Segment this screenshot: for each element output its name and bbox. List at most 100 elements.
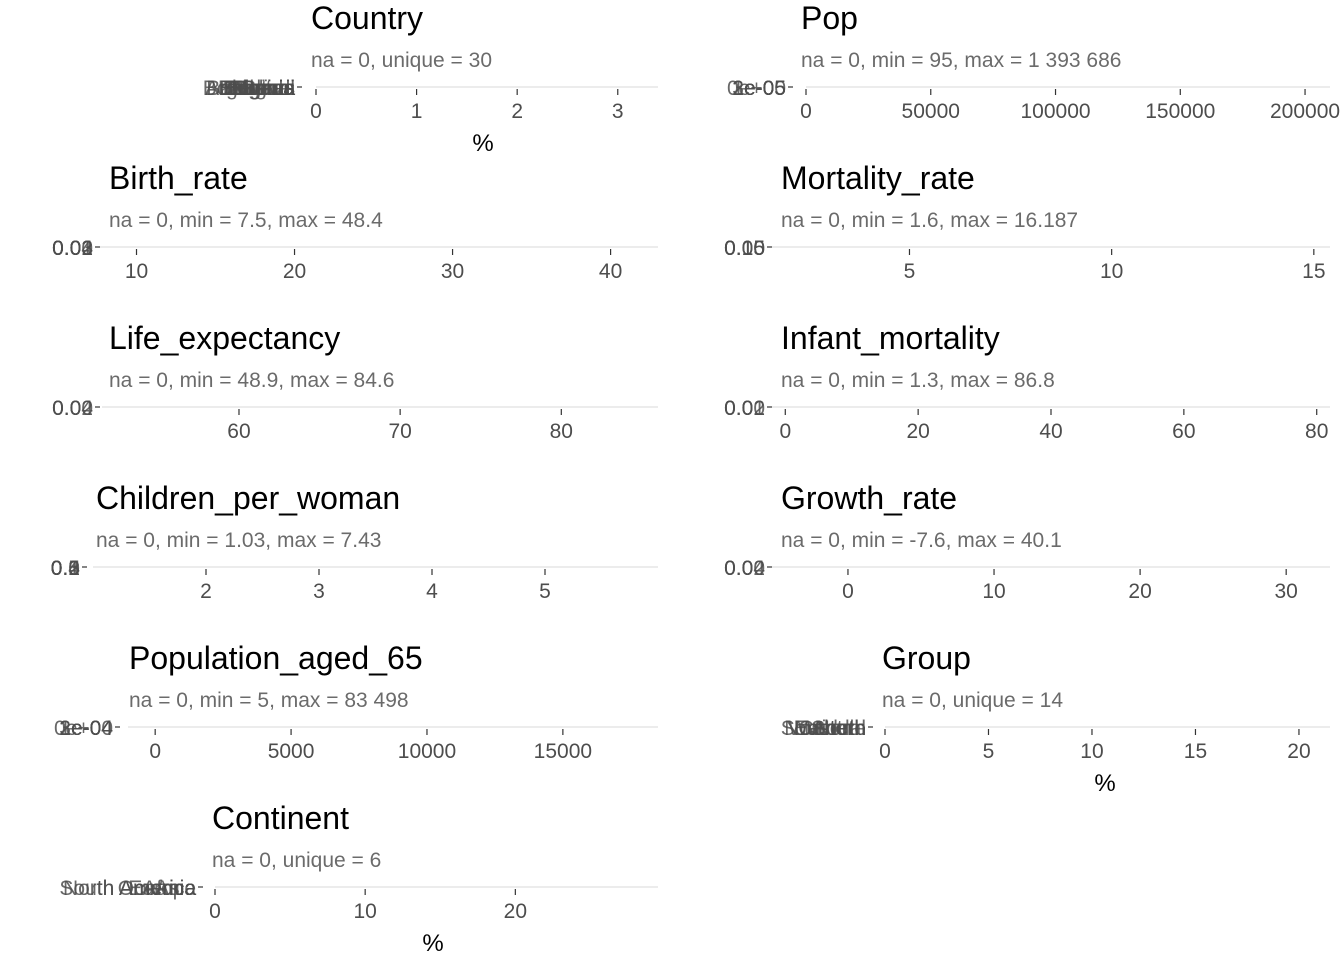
panel-11-x-tick-label-3: 20 (504, 900, 527, 923)
panel-1-y-label-8: Belarus (224, 77, 295, 100)
panel-8-y-label-1: 0.00 (724, 557, 765, 580)
panel-1-y-label-2: Argentina (205, 77, 295, 100)
panel-6-x-tick-label-3: 40 (1039, 420, 1062, 443)
panel-1-y-label-10: Bolivia (233, 77, 295, 100)
panel-10-y-label-1: North (815, 717, 866, 740)
panel-10-y-label-5: Southern (781, 717, 866, 740)
panel-3-x-tick-label-3: 30 (441, 260, 464, 283)
panel-10-y-label-7: Middle (804, 717, 866, 740)
panel-7-subtitle: na = 0, min = 1.03, max = 7.43 (96, 529, 381, 552)
panel-5-y-label-1: 0.00 (52, 397, 93, 420)
panel-10-x-tick-label-5: 20 (1287, 740, 1310, 763)
panel-8-subtitle: na = 0, min = -7.6, max = 40.1 (781, 529, 1062, 552)
panel-7-title: Children_per_woman (96, 480, 400, 516)
panel-10-x-tick-label-2: 5 (983, 740, 995, 763)
panel-3-y-label-3: 0.02 (52, 237, 93, 260)
panel-1-y-label-11: Burkina (224, 77, 296, 100)
panel-8-x-tick-label-2: 10 (982, 580, 1005, 603)
panel-11-y-label-6: Asia (155, 877, 196, 900)
panel-2-x-tick-label-5: 200000 (1270, 100, 1340, 123)
panel-5-x-tick-label-2: 70 (388, 420, 411, 443)
panel-11-y-label-5: Africa (142, 877, 196, 900)
panel-4-title: Mortality_rate (781, 160, 975, 196)
panel-10-x-axis-label: % (1094, 770, 1115, 797)
panel-8-y-label-3: 0.04 (724, 557, 765, 580)
panel-10-x-tick-label-4: 15 (1184, 740, 1207, 763)
panel-6-x-tick-label-1: 0 (779, 420, 791, 443)
panel-2-y-label-1: 0e+00 (727, 77, 786, 100)
panel-3-title: Birth_rate (109, 160, 248, 196)
panel-9-x-tick-label-2: 5000 (268, 740, 315, 763)
panel-5-title: Life_expectancy (109, 320, 340, 356)
panel-2-title: Pop (801, 0, 858, 36)
panel-11-y-label-3: Oceania (118, 877, 197, 900)
panel-7-x-tick-label-2: 3 (313, 580, 325, 603)
panel-1-y-label-3: Angola (230, 77, 296, 100)
panel-4-subtitle: na = 0, min = 1.6, max = 16.187 (781, 209, 1078, 232)
panel-6-title: Infant_mortality (781, 320, 1000, 356)
panel-7-y-label-3: 0.2 (51, 557, 80, 580)
panel-11-subtitle: na = 0, unique = 6 (212, 849, 381, 872)
panel-5-subtitle: na = 0, min = 48.9, max = 84.6 (109, 369, 394, 392)
panel-11-x-tick-label-2: 10 (353, 900, 376, 923)
panel-9-x-tick-label-1: 0 (149, 740, 161, 763)
panel-1-y-label-13: Brunei (234, 77, 295, 100)
panel-7-x-tick-label-1: 2 (200, 580, 212, 603)
panel-10-x-tick-label-1: 0 (879, 740, 891, 763)
panel-5-x-tick-label-3: 80 (550, 420, 573, 443)
panel-10-title: Group (882, 640, 971, 676)
panel-3-y-label-1: 0.00 (52, 237, 93, 260)
panel-7-x-tick-label-4: 5 (539, 580, 551, 603)
panel-6-subtitle: na = 0, min = 1.3, max = 86.8 (781, 369, 1055, 392)
panel-2-y-label-3: 2e-05 (732, 77, 786, 100)
panel-1-y-label-1: Bosnia (231, 77, 296, 100)
panel-1-y-label-7: Burundi (223, 77, 295, 100)
panel-4-y-label-1: 0.00 (724, 237, 765, 260)
panel-1-y-label-14: Belgium (219, 77, 295, 100)
panel-9-y-label-4: 3e-04 (59, 717, 113, 740)
panel-2-x-tick-label-4: 150000 (1145, 100, 1215, 123)
panel-1-y-label-12: Bulgaria (218, 77, 295, 100)
panel-3-x-tick-label-1: 10 (125, 260, 148, 283)
panel-11-y-label-2: South America (59, 877, 196, 900)
panel-6-x-tick-label-5: 80 (1305, 420, 1328, 443)
panel-6-x-tick-label-2: 20 (906, 420, 929, 443)
panel-10-y-label-3: Eastern (794, 717, 866, 740)
panel-3-subtitle: na = 0, min = 7.5, max = 48.4 (109, 209, 383, 232)
panel-7-y-label-1: 0.0 (51, 557, 80, 580)
panel-10-x-tick-label-3: 10 (1080, 740, 1103, 763)
panel-8-x-tick-label-3: 20 (1128, 580, 1151, 603)
panel-10-subtitle: na = 0, unique = 14 (882, 689, 1063, 712)
panel-1-subtitle: na = 0, unique = 30 (311, 49, 492, 72)
panel-11-y-label-4: Europe (128, 877, 196, 900)
panel-8-title: Growth_rate (781, 480, 957, 516)
panel-11-x-tick-label-1: 0 (209, 900, 221, 923)
panel-6-y-label-3: 0.02 (724, 397, 765, 420)
panel-3-x-tick-label-2: 20 (283, 260, 306, 283)
panel-1-y-label-4: Brazil (242, 77, 295, 100)
panel-6-y-label-2: 0.01 (724, 397, 765, 420)
panel-3-y-label-4: 0.03 (52, 237, 93, 260)
panel-11-x-axis-label: % (422, 930, 443, 957)
panel-6-x-tick-label-4: 60 (1172, 420, 1195, 443)
panel-1-y-label-15: Bahamas (206, 77, 295, 100)
panel-7-y-label-4: 0.3 (51, 557, 80, 580)
panel-1-y-label-5: Bhutan (228, 77, 295, 100)
panel-4-x-tick-label-1: 5 (904, 260, 916, 283)
panel-10-y-label-2: South (811, 717, 866, 740)
panel-1-x-tick-label-1: 0 (310, 100, 322, 123)
panel-2-x-tick-label-1: 0 (800, 100, 812, 123)
panel-1-y-label-9: Botswana (203, 77, 296, 100)
panel-4-y-label-4: 0.15 (724, 237, 765, 260)
panel-8-y-label-2: 0.02 (724, 557, 765, 580)
panel-5-y-label-3: 0.04 (52, 397, 93, 420)
panel-1-x-axis-label: % (472, 130, 493, 157)
panel-9-y-label-2: 1e-04 (59, 717, 113, 740)
panel-5-x-tick-label-1: 60 (227, 420, 250, 443)
panel-7-y-label-5: 0.4 (51, 557, 81, 580)
panel-11-y-label-1: North America (63, 877, 196, 900)
panel-7-y-label-2: 0.1 (51, 557, 80, 580)
panel-3-y-label-2: 0.01 (52, 237, 93, 260)
panel-2-x-tick-label-2: 50000 (902, 100, 960, 123)
panel-3-x-tick-label-4: 40 (599, 260, 622, 283)
